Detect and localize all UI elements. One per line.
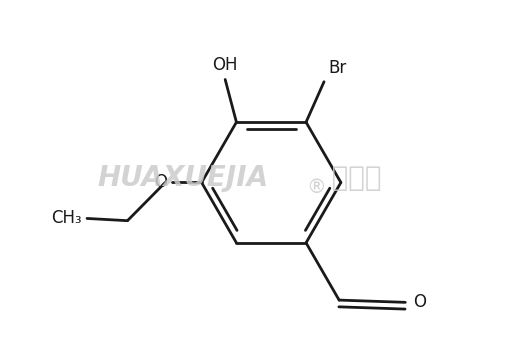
Text: HUAXUEJIA: HUAXUEJIA [98,164,269,192]
Text: Br: Br [329,59,347,77]
Text: OH: OH [213,56,238,74]
Text: O: O [413,293,426,312]
Text: CH₃: CH₃ [51,209,82,227]
Text: ®: ® [306,178,326,197]
Text: 化学加: 化学加 [322,164,381,192]
Text: O: O [154,173,167,192]
